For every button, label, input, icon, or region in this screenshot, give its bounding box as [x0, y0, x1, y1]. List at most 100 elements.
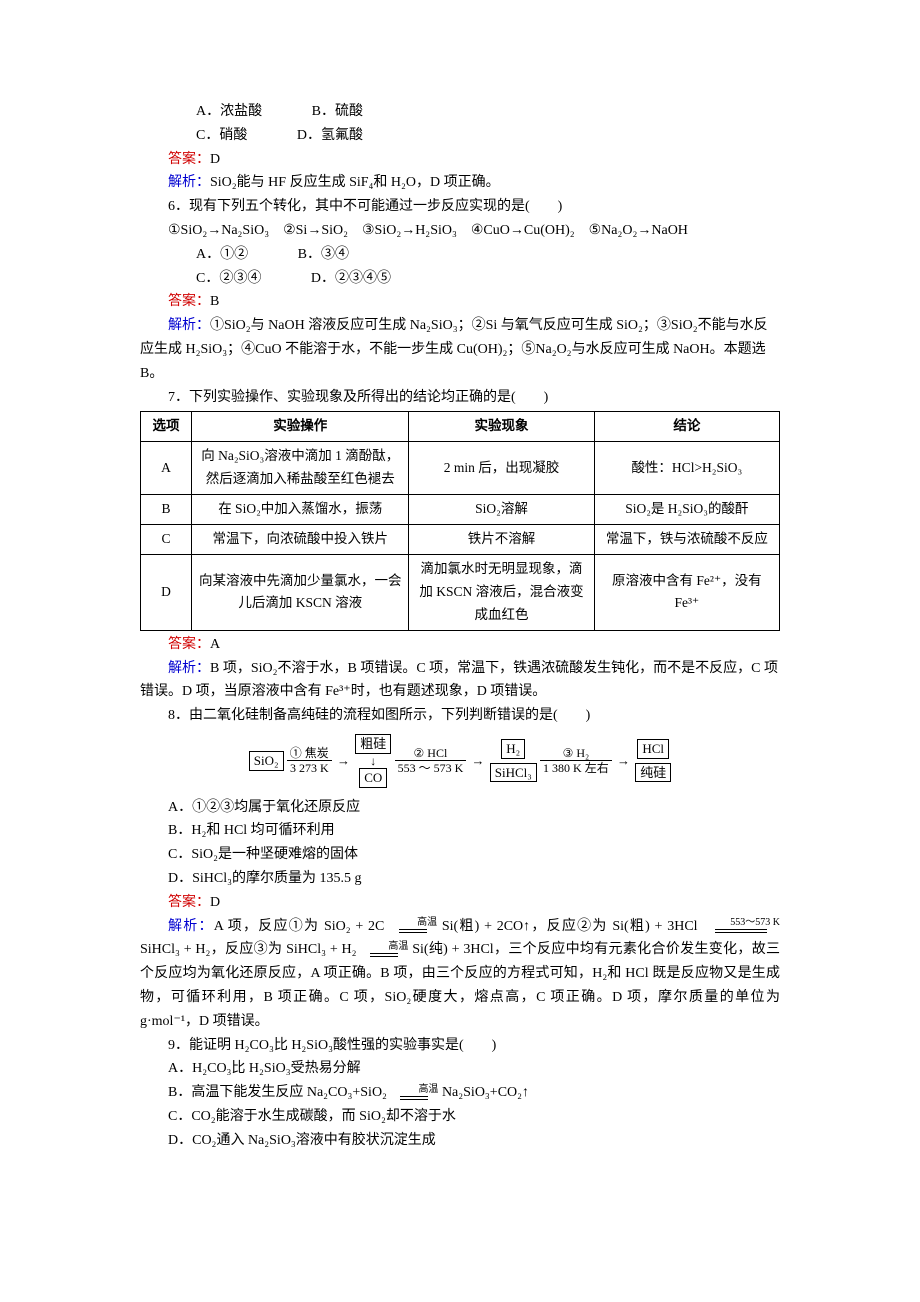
- q8-ana-2a: 3HCl: [667, 919, 697, 934]
- q8-optB: B．H₂和 HCl 均可循环利用: [140, 819, 780, 843]
- q5-answer: 答案：D: [140, 148, 780, 172]
- flow-step2-bot: 553 ～ 573 K: [395, 761, 467, 775]
- flow-step2: ② HCl 553 ～ 573 K: [395, 746, 467, 776]
- eq-top: 553～573 K: [702, 918, 780, 928]
- flow-step2-top: ② HCl: [395, 746, 467, 761]
- cell: SiO₂是 H₂SiO₃的酸酐: [594, 495, 779, 525]
- answer-label: 答案：: [168, 294, 210, 309]
- cell: 2 min 后，出现凝胶: [409, 442, 594, 495]
- q5-analysis: 解析：SiO₂能与 HF 反应生成 SiF₄和 H₂O，D 项正确。: [140, 171, 780, 195]
- flow-box-puresi: 纯硅: [635, 763, 671, 783]
- q7-analysis-text: B 项，SiO₂不溶于水，B 项错误。C 项，常温下，铁遇浓硫酸发生钝化，而不是…: [140, 661, 778, 700]
- answer-label: 答案：: [168, 895, 210, 910]
- q9-optC: C．CO₂能溶于水生成碳酸，而 SiO₂却不溶于水: [140, 1105, 780, 1129]
- q6-answer: 答案：B: [140, 290, 780, 314]
- cell: 向 Na₂SiO₃溶液中滴加 1 滴酚酞，然后逐滴加入稀盐酸至红色褪去: [192, 442, 409, 495]
- th-option: 选项: [141, 412, 192, 442]
- flow-box-cusil: 粗硅: [355, 734, 391, 754]
- q5-answer-value: D: [210, 152, 220, 167]
- q8-optA: A．①②③均属于氧化还原反应: [140, 796, 780, 820]
- analysis-label: 解析：: [168, 919, 214, 934]
- q9-optD: D．CO₂通入 Na₂SiO₃溶液中有胶状沉淀生成: [140, 1129, 780, 1153]
- q7-answer: 答案：A: [140, 633, 780, 657]
- q5-optB: B．硫酸: [284, 100, 363, 124]
- q8-optD: D．SiHCl₃的摩尔质量为 135.5 g: [140, 867, 780, 891]
- q7-table: 选项 实验操作 实验现象 结论 A 向 Na₂SiO₃溶液中滴加 1 滴酚酞，然…: [140, 411, 780, 631]
- q8-ana-1a: A 项，反应①为 SiO₂ + 2C: [214, 919, 385, 934]
- eq-condition: 高温: [389, 918, 437, 934]
- th-conclusion: 结论: [594, 412, 779, 442]
- arrow-icon: →: [615, 753, 632, 769]
- q9-optA: A．H₂CO₃比 H₂SiO₃受热易分解: [140, 1057, 780, 1081]
- q9-stem: 9．能证明 H₂CO₃比 H₂SiO₃酸性强的实验事实是( ): [140, 1034, 780, 1058]
- q7-stem: 7．下列实验操作、实验现象及所得出的结论均正确的是( ): [140, 386, 780, 410]
- q9-optB-a: B．高温下能发生反应 Na₂CO₃+SiO₂: [168, 1085, 387, 1100]
- flow-step1-bot: 3 273 K: [287, 761, 332, 775]
- q6-options-row1: A．①② B．③④: [140, 243, 780, 267]
- q6-optC: C．②③④: [168, 267, 261, 291]
- table-row: A 向 Na₂SiO₃溶液中滴加 1 滴酚酞，然后逐滴加入稀盐酸至红色褪去 2 …: [141, 442, 780, 495]
- cell: 常温下，铁与浓硫酸不反应: [594, 525, 779, 555]
- q8-ana-2b: SiHCl₃ + H₂，反应③为 SiHCl₃ + H₂: [140, 942, 357, 957]
- q6-items: ①SiO₂→Na₂SiO₃ ②Si→SiO₂ ③SiO₂→H₂SiO₃ ④CuO…: [140, 219, 780, 243]
- q6-answer-value: B: [210, 294, 219, 309]
- q6-analysis-text: ①SiO₂与 NaOH 溶液反应可生成 Na₂SiO₃；②Si 与氧气反应可生成…: [140, 318, 768, 381]
- eq-condition: 553～573 K: [702, 918, 780, 934]
- q9-optB: B．高温下能发生反应 Na₂CO₃+SiO₂ 高温 Na₂SiO₃+CO₂↑: [140, 1081, 780, 1105]
- flow-step1: ① 焦炭 3 273 K: [287, 746, 332, 776]
- q6-optB: B．③④: [270, 243, 349, 267]
- flow-branch1: 粗硅 ↓ CO: [355, 734, 391, 788]
- q8-answer-value: D: [210, 895, 220, 910]
- flow-box-co: CO: [359, 768, 387, 788]
- q8-analysis: 解析：A 项，反应①为 SiO₂ + 2C 高温 Si(粗) + 2CO↑，反应…: [140, 915, 780, 1034]
- q8-answer: 答案：D: [140, 891, 780, 915]
- cell: 原溶液中含有 Fe²⁺，没有 Fe³⁺: [594, 555, 779, 631]
- q8-flow-diagram: SiO₂ ① 焦炭 3 273 K → 粗硅 ↓ CO ② HCl 553 ～ …: [140, 734, 780, 788]
- analysis-label: 解析：: [168, 175, 210, 190]
- q8-ana-1b: Si(粗) + 2CO↑，反应②为 Si(粗) +: [442, 919, 663, 934]
- eq-top: 高温: [389, 918, 437, 928]
- cell: 酸性：HCl>H₂SiO₃: [594, 442, 779, 495]
- cell: C: [141, 525, 192, 555]
- flow-box-sio2: SiO₂: [249, 751, 284, 771]
- flow-box-h2: H₂: [501, 739, 525, 759]
- analysis-label: 解析：: [168, 318, 210, 333]
- eq-top: 高温: [360, 942, 408, 952]
- q6-options-row2: C．②③④ D．②③④⑤: [140, 267, 780, 291]
- flow-box-hcl: HCl: [637, 739, 669, 759]
- q6-optD: D．②③④⑤: [283, 267, 391, 291]
- cell: SiO₂溶解: [409, 495, 594, 525]
- arrow-icon: →: [335, 753, 352, 769]
- q5-optA: A．浓盐酸: [168, 100, 262, 124]
- q6-analysis: 解析：①SiO₂与 NaOH 溶液反应可生成 Na₂SiO₃；②Si 与氧气反应…: [140, 314, 780, 385]
- q6-optA: A．①②: [168, 243, 248, 267]
- arrow-icon: →: [469, 753, 486, 769]
- q7-analysis: 解析：B 项，SiO₂不溶于水，B 项错误。C 项，常温下，铁遇浓硫酸发生钝化，…: [140, 657, 780, 705]
- q5-options-row2: C．硝酸 D．氢氟酸: [140, 124, 780, 148]
- q9-optB-b: Na₂SiO₃+CO₂↑: [442, 1085, 529, 1100]
- q5-optD: D．氢氟酸: [269, 124, 363, 148]
- q7-answer-value: A: [210, 637, 220, 652]
- cell: 常温下，向浓硫酸中投入铁片: [192, 525, 409, 555]
- analysis-label: 解析：: [168, 661, 210, 676]
- cell: 滴加氯水时无明显现象，滴加 KSCN 溶液后，混合液变成血红色: [409, 555, 594, 631]
- cell: 铁片不溶解: [409, 525, 594, 555]
- th-operation: 实验操作: [192, 412, 409, 442]
- q8-stem: 8．由二氧化硅制备高纯硅的流程如图所示，下列判断错误的是( ): [140, 704, 780, 728]
- eq-top: 高温: [390, 1085, 438, 1095]
- flow-box-sihcl3: SiHCl₃: [490, 763, 537, 783]
- table-header-row: 选项 实验操作 实验现象 结论: [141, 412, 780, 442]
- table-row: D 向某溶液中先滴加少量氯水，一会儿后滴加 KSCN 溶液 滴加氯水时无明显现象…: [141, 555, 780, 631]
- answer-label: 答案：: [168, 637, 210, 652]
- cell: D: [141, 555, 192, 631]
- q6-stem: 6．现有下列五个转化，其中不可能通过一步反应实现的是( ): [140, 195, 780, 219]
- flow-step3: ③ H₂ 1 380 K 左右: [540, 746, 612, 776]
- flow-step3-top: ③ H₂: [540, 746, 612, 761]
- cell: 在 SiO₂中加入蒸馏水，振荡: [192, 495, 409, 525]
- flow-branch2: H₂ SiHCl₃: [490, 739, 537, 782]
- table-row: C 常温下，向浓硫酸中投入铁片 铁片不溶解 常温下，铁与浓硫酸不反应: [141, 525, 780, 555]
- table-row: B 在 SiO₂中加入蒸馏水，振荡 SiO₂溶解 SiO₂是 H₂SiO₃的酸酐: [141, 495, 780, 525]
- eq-condition: 高温: [360, 942, 408, 958]
- q5-optC: C．硝酸: [168, 124, 247, 148]
- flow-branch3: HCl 纯硅: [635, 739, 671, 782]
